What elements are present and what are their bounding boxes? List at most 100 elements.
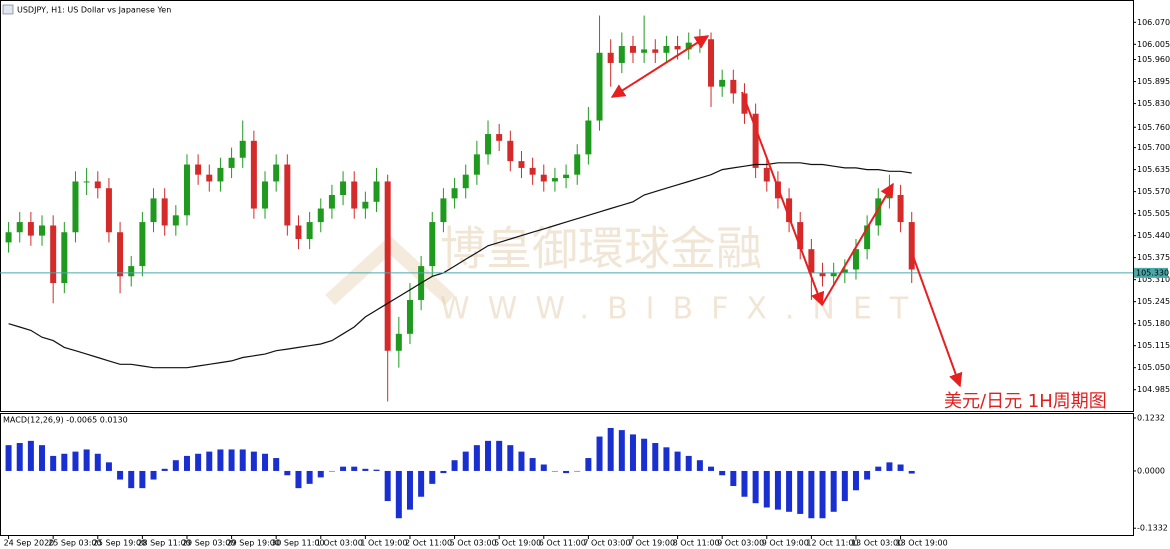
arrow [912, 255, 963, 388]
arrow [741, 91, 825, 307]
current-price-box [1134, 267, 1168, 278]
candle-body [797, 222, 804, 250]
watermark: 博皇御環球金融 [440, 222, 762, 276]
macd-bar [841, 470, 848, 502]
candle-body [72, 181, 79, 233]
macd-bar [306, 470, 313, 484]
candle-body [295, 225, 302, 240]
candle-body [16, 222, 23, 233]
macd-bar [373, 469, 380, 471]
macd-bar [117, 470, 124, 480]
macd-bar [328, 470, 335, 472]
macd-bar [708, 466, 715, 471]
candle-body [730, 79, 737, 94]
candle-body [27, 222, 34, 236]
candle-body [485, 134, 492, 155]
macd-bar [5, 445, 12, 471]
macd-bar [39, 445, 46, 471]
macd-bar [262, 453, 269, 471]
y-tick-label: 106.005 [1137, 40, 1170, 49]
annotation: 美元/日元 1H周期图 [944, 391, 1107, 412]
candle-body [94, 181, 101, 189]
x-tick-label: 9 Oct 19:00 [762, 539, 809, 548]
candle-body [641, 49, 648, 53]
candle-body [406, 299, 413, 334]
x-tick-label: 2 Oct 11:00 [405, 539, 452, 548]
macd-bar [206, 451, 213, 471]
candle-body [328, 194, 335, 209]
x-tick-label: 7 Oct 03:00 [583, 539, 630, 548]
macd-bar [195, 453, 202, 471]
y-tick-label: 106.070 [1137, 18, 1170, 27]
candle-body [317, 208, 324, 223]
candle-body [340, 181, 347, 195]
macd-bar [362, 468, 369, 471]
macd-bar [652, 443, 659, 471]
candle-body [585, 120, 592, 155]
macd-bar [830, 470, 837, 512]
candle-body [50, 225, 57, 284]
macd-bar [250, 451, 257, 471]
macd-bar [172, 460, 179, 471]
macd-bar [518, 451, 525, 471]
y-tick-label: 0.0000 [1137, 466, 1165, 475]
y-tick-label: -0.1332 [1137, 524, 1168, 533]
candle-body [618, 46, 625, 63]
candle-body [897, 194, 904, 223]
candle-body [105, 188, 112, 233]
candle-body [373, 181, 380, 202]
candle-body [786, 198, 793, 223]
y-tick-label: 105.310 [1137, 275, 1170, 284]
candle-body [875, 198, 882, 226]
candle-body [540, 174, 547, 182]
macd-bar [406, 470, 413, 510]
x-tick-label: 1 Oct 03:00 [316, 539, 363, 548]
candle-body [674, 46, 681, 50]
macd-bar [875, 466, 882, 471]
x-tick-label: 24 Sep 2020 [4, 539, 55, 548]
macd-bar [317, 470, 324, 478]
macd-bar [150, 470, 157, 480]
x-tick-label: 12 Oct 11:00 [806, 539, 858, 548]
macd-bar [284, 470, 291, 476]
current-price-label: 105.330 [1136, 268, 1169, 277]
x-tick-label: 9 Oct 03:00 [717, 539, 764, 548]
macd-bar [94, 453, 101, 471]
macd-bar [61, 453, 68, 471]
candle-body [183, 164, 190, 216]
candle-body [819, 272, 826, 277]
y-tick-label: 105.635 [1137, 165, 1170, 174]
macd-bar [418, 470, 425, 497]
x-tick-label: 30 Sep 11:00 [271, 539, 324, 548]
x-tick-label: 5 Oct 19:00 [494, 539, 541, 548]
chart-title: USDJPY, H1: US Dollar vs Japanese Yen [17, 6, 171, 15]
macd-bar [540, 464, 547, 471]
macd-bar [752, 470, 759, 504]
y-tick-label: 105.245 [1137, 297, 1170, 306]
candle-body [607, 52, 614, 63]
x-tick-label: 29 Sep 03:00 [182, 539, 235, 548]
macd-bar [563, 470, 570, 474]
macd-bar [797, 470, 804, 514]
candle-body [117, 232, 124, 277]
macd-bar [730, 470, 737, 486]
macd-bar [908, 470, 915, 474]
arrow [610, 35, 710, 98]
macd-bar [819, 470, 826, 519]
candle-body [306, 222, 313, 240]
candle-body [741, 93, 748, 114]
macd-bar [719, 470, 726, 476]
candle-body [507, 140, 514, 162]
candle-body [551, 178, 558, 182]
macd-bar [16, 443, 23, 471]
candle-body [5, 232, 12, 243]
y-tick-label: 0.1232 [1137, 413, 1165, 422]
macd-bar [351, 466, 358, 471]
watermark: WWW.BIBFX.NET [440, 292, 926, 327]
macd-bar [105, 462, 112, 471]
y-tick-label: 105.960 [1137, 55, 1170, 64]
macd-bar [774, 470, 781, 510]
candle-body [139, 222, 146, 267]
candle-body [663, 46, 670, 53]
